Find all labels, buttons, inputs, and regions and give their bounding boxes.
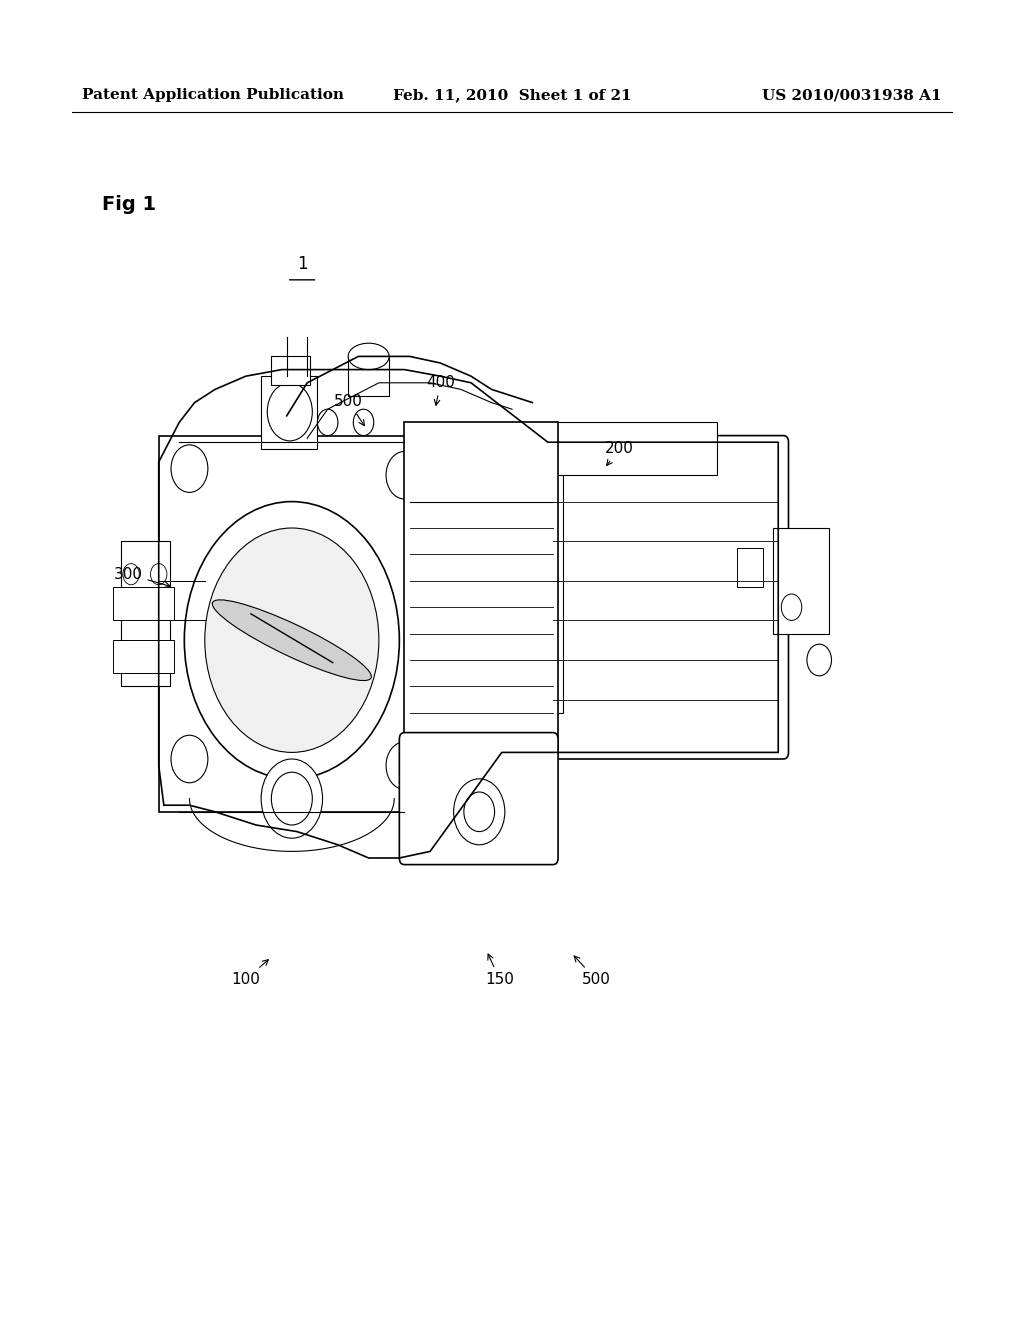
Circle shape [171,735,208,783]
Text: 100: 100 [231,960,268,987]
Text: 200: 200 [605,441,634,466]
FancyBboxPatch shape [404,422,558,752]
Circle shape [205,528,379,752]
Circle shape [261,759,323,838]
FancyBboxPatch shape [548,422,717,475]
Text: 500: 500 [334,393,365,425]
FancyBboxPatch shape [543,436,788,759]
FancyBboxPatch shape [113,640,174,673]
Circle shape [317,409,338,436]
Text: 500: 500 [574,956,610,987]
FancyBboxPatch shape [271,356,310,385]
FancyBboxPatch shape [522,475,563,713]
FancyBboxPatch shape [261,376,317,449]
Circle shape [271,772,312,825]
Circle shape [267,383,312,441]
Text: 1: 1 [297,255,307,273]
Text: Feb. 11, 2010  Sheet 1 of 21: Feb. 11, 2010 Sheet 1 of 21 [392,88,632,102]
Ellipse shape [348,343,389,370]
Ellipse shape [212,599,372,681]
Circle shape [386,742,423,789]
Text: 400: 400 [426,375,455,405]
FancyBboxPatch shape [399,733,558,865]
Text: Fig 1: Fig 1 [102,195,157,214]
Circle shape [807,644,831,676]
Polygon shape [348,356,389,396]
Circle shape [151,564,167,585]
Circle shape [353,409,374,436]
Circle shape [454,779,505,845]
FancyBboxPatch shape [113,587,174,620]
FancyBboxPatch shape [737,548,763,587]
Circle shape [123,564,139,585]
Circle shape [386,451,423,499]
Text: 300: 300 [114,566,170,587]
FancyBboxPatch shape [773,528,829,634]
Text: US 2010/0031938 A1: US 2010/0031938 A1 [763,88,942,102]
FancyBboxPatch shape [159,436,420,812]
FancyBboxPatch shape [121,541,170,686]
Text: Patent Application Publication: Patent Application Publication [82,88,344,102]
Circle shape [464,792,495,832]
Text: 150: 150 [485,954,514,987]
Circle shape [171,445,208,492]
Circle shape [184,502,399,779]
Circle shape [781,594,802,620]
